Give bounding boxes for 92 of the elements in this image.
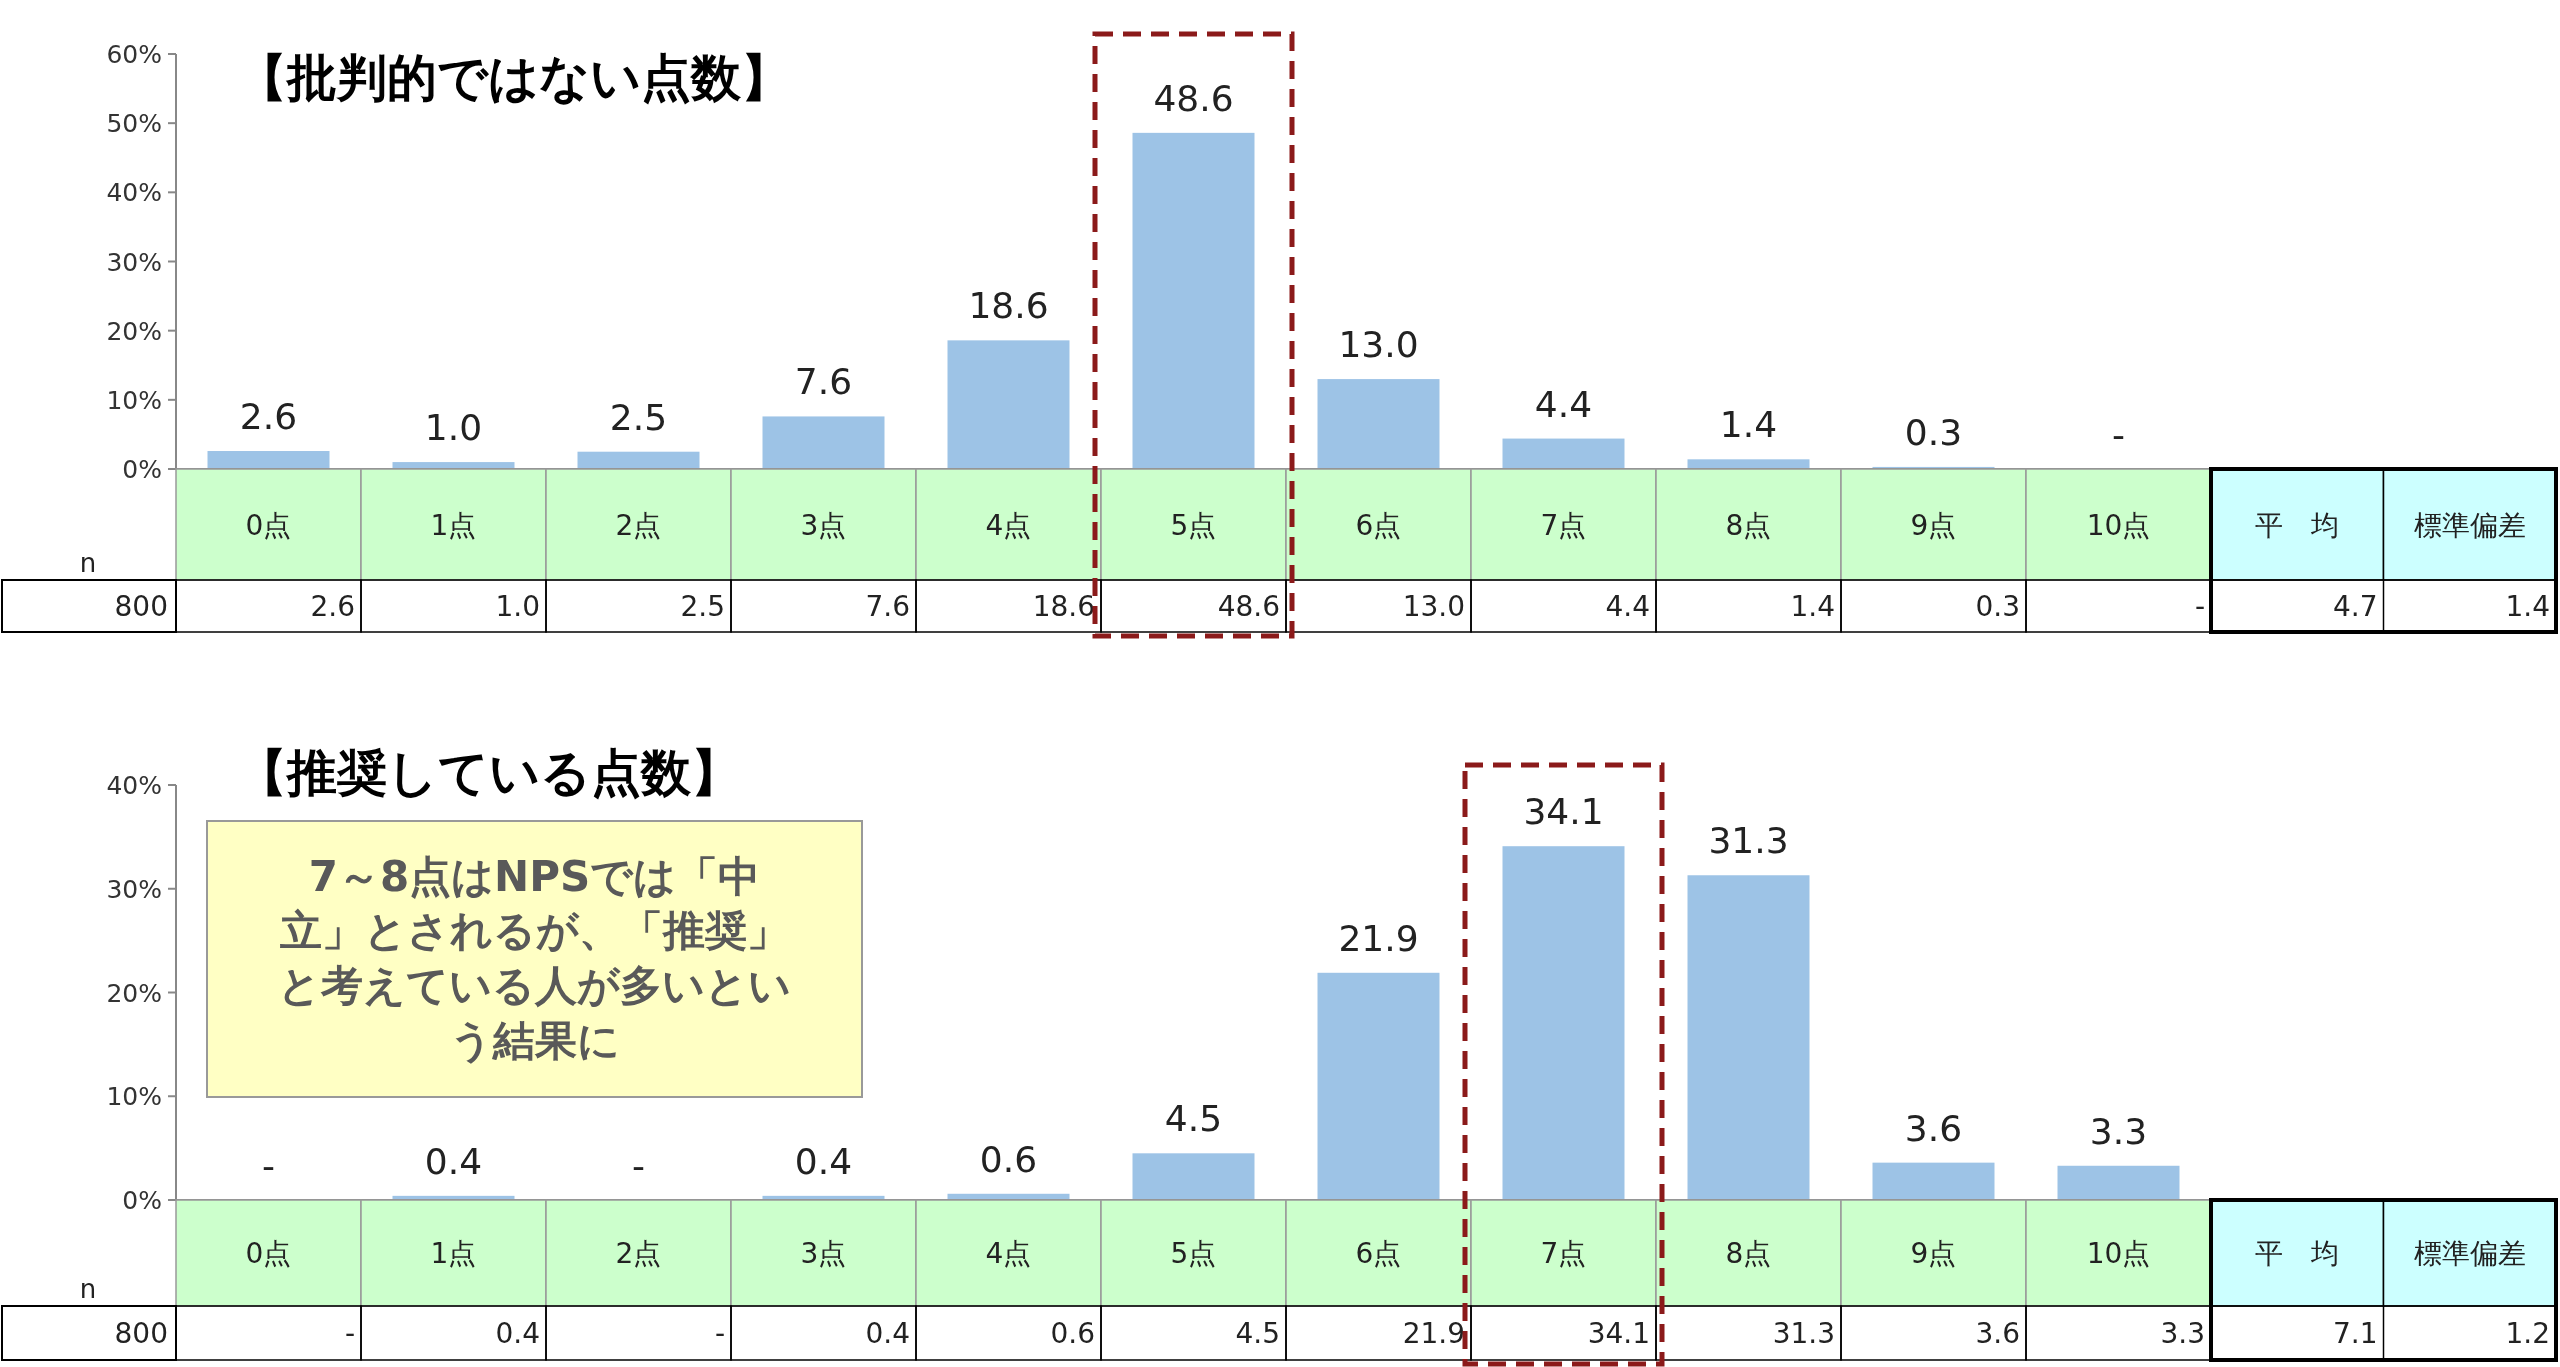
x-tick-label: 1点	[430, 508, 477, 542]
text: 1.2	[2505, 1317, 2550, 1350]
x-tick-label: 2点	[615, 508, 662, 542]
text: 0.6	[979, 1138, 1038, 1180]
text: 平 均	[2255, 1237, 2340, 1270]
x-tick-label: 4点	[985, 508, 1032, 542]
text: 2.5	[609, 396, 668, 438]
text: 800	[114, 590, 168, 623]
annotation: 1.4	[1719, 404, 1778, 446]
x-tick-label: 2点	[615, 1237, 662, 1270]
y-tick-label: 0%	[122, 1186, 162, 1215]
y-tick-label: 10%	[106, 385, 162, 415]
data-label: 2.6	[310, 590, 355, 623]
data-label: 0.4	[495, 1317, 540, 1350]
text: 1.4	[2505, 590, 2550, 623]
x-tick-label: 9点	[1910, 508, 1957, 542]
x-tick-label: 10点	[2086, 508, 2151, 542]
x-tick-label: 1点	[430, 1237, 477, 1270]
text: 平 均	[2255, 508, 2340, 542]
data-label: 0.4	[865, 1317, 910, 1350]
text: 21.9	[1338, 917, 1419, 959]
text: -	[2194, 590, 2205, 623]
x-tick-label: 8点	[1725, 508, 1772, 542]
text: 48.6	[1153, 77, 1234, 119]
text: 0.4	[424, 1140, 483, 1182]
x-tick-label: 6点	[1355, 1237, 1402, 1270]
y-tick-label: 20%	[106, 316, 162, 346]
data-label: 18.6	[1032, 590, 1095, 623]
y-tick-label: 20%	[106, 978, 162, 1008]
data-label: 31.3	[1772, 1317, 1835, 1350]
x-tick-label: 5点	[1170, 1237, 1217, 1270]
data-label: 0.6	[1050, 1317, 1095, 1350]
text: 7.1	[2332, 1317, 2378, 1350]
text: 4.5	[1164, 1098, 1223, 1140]
text: -	[262, 1145, 275, 1186]
x-tick-label: 3点	[800, 1237, 847, 1270]
y-tick-label: 60%	[106, 40, 162, 69]
data-label: 4.5	[1235, 1317, 1280, 1350]
text: 1.0	[424, 407, 483, 449]
y-tick-label: 10%	[106, 1082, 162, 1112]
text: 31.3	[1708, 820, 1789, 862]
text: n	[79, 1274, 97, 1304]
data-label: 2.5	[680, 590, 725, 623]
text: 34.1	[1523, 791, 1604, 833]
text: 標準偏差	[2413, 1237, 2526, 1270]
data-label: 7.6	[865, 590, 910, 623]
text: 3.6	[1904, 1107, 1963, 1149]
text: 標準偏差	[2413, 508, 2526, 542]
data-label: 13.0	[1402, 590, 1465, 623]
text: -	[714, 1317, 725, 1350]
chart-title: 【批判的ではない点数】	[237, 49, 791, 107]
data-label: 21.9	[1402, 1317, 1465, 1350]
y-tick-label: 40%	[106, 178, 162, 208]
text: 0.3	[1904, 411, 1963, 453]
text: 7.6	[794, 361, 853, 403]
text: n	[79, 548, 97, 578]
data-label: 34.1	[1587, 1317, 1650, 1350]
x-tick-label: 5点	[1170, 508, 1217, 542]
text: 13.0	[1338, 324, 1419, 366]
text: 4.7	[2332, 590, 2378, 623]
chart-title: 【推奨している点数】	[237, 744, 741, 802]
x-tick-label: 7点	[1540, 1237, 1587, 1270]
data-label: 0.3	[1975, 590, 2020, 623]
text: 18.6	[968, 285, 1049, 327]
data-label: 3.6	[1975, 1317, 2020, 1350]
x-tick-label: 8点	[1725, 1237, 1772, 1270]
data-label: 3.3	[2160, 1317, 2205, 1350]
data-label: 1.4	[1790, 590, 1835, 623]
x-tick-label: 6点	[1355, 508, 1402, 542]
y-tick-label: 30%	[106, 874, 162, 904]
text: 0.4	[794, 1140, 853, 1182]
x-tick-label: 0点	[245, 508, 292, 542]
data-label: 1.0	[495, 590, 540, 623]
x-tick-label: 7点	[1540, 508, 1587, 542]
text: 800	[114, 1317, 168, 1350]
x-tick-label: 4点	[985, 1237, 1032, 1270]
data-label: 4.4	[1605, 590, 1650, 623]
data-label: 48.6	[1217, 590, 1280, 623]
y-tick-label: 40%	[106, 771, 162, 800]
text: 4.4	[1534, 383, 1593, 425]
text: -	[2112, 414, 2125, 455]
text: -	[632, 1145, 645, 1186]
text: 3.3	[2089, 1110, 2148, 1152]
x-tick-label: 3点	[800, 508, 847, 542]
y-tick-label: 0%	[122, 455, 162, 484]
text: 2.6	[239, 396, 298, 438]
x-tick-label: 9点	[1910, 1237, 1957, 1270]
y-tick-label: 50%	[106, 109, 162, 139]
x-tick-label: 10点	[2086, 1237, 2151, 1270]
text: -	[344, 1317, 355, 1350]
y-tick-label: 30%	[106, 247, 162, 277]
x-tick-label: 0点	[245, 1237, 292, 1270]
